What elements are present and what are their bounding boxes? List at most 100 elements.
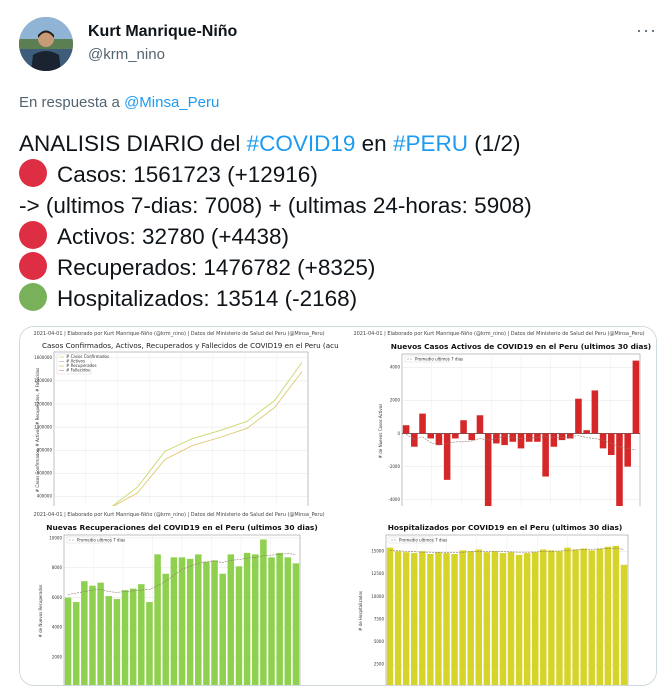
y-tick-label: 800000 [37, 448, 53, 453]
y-tick-label: 2000 [52, 654, 63, 659]
reply-to-link[interactable]: @Minsa_Peru [124, 94, 220, 111]
chart-acumulado-svg: 2021-04-01 | Elaborado por Kurt Manrique… [33, 331, 338, 506]
bar [493, 433, 500, 444]
green-circle-icon [19, 283, 47, 311]
bar [558, 433, 566, 441]
chart-recuperaciones[interactable]: 2021-04-01 | Elaborado por Kurt Manrique… [20, 508, 338, 685]
recuperados-line: Recuperados: 1476782 (+8325) [19, 252, 659, 283]
chart-recuperaciones-svg: 2021-04-01 | Elaborado por Kurt Manrique… [33, 512, 325, 685]
y-tick-label: 15000 [371, 549, 384, 554]
bar [468, 433, 476, 441]
bar [583, 430, 590, 434]
bar [607, 433, 615, 456]
bar [483, 552, 491, 685]
chart-hospitalizados-svg: Hospitalizados por COVID19 en el Peru (u… [358, 523, 629, 685]
bar [580, 548, 587, 685]
y-axis-label: # de Nuevos Casos Activos [378, 404, 383, 459]
chart-activos[interactable]: 2021-04-01 | Elaborado por Kurt Manrique… [340, 327, 656, 506]
bar [268, 557, 275, 685]
chart-title: Nuevos Casos Activos de COVID19 en el Pe… [391, 342, 651, 351]
bar [591, 390, 599, 434]
bar [402, 425, 410, 434]
bar [386, 547, 394, 685]
media-grid: 2021-04-01 | Elaborado por Kurt Manrique… [19, 326, 657, 686]
bar [550, 433, 558, 447]
bar [170, 557, 178, 685]
title-connector: en [355, 131, 393, 156]
bar [276, 552, 283, 685]
y-tick-label: -4000 [388, 497, 400, 502]
casos-line: Casos: 1561723 (+12916) [19, 159, 659, 190]
bar [251, 554, 259, 685]
y-tick-label: 1000000 [34, 424, 52, 429]
y-tick-label: 400000 [37, 494, 53, 499]
bar [89, 585, 96, 685]
red-circle-icon [19, 159, 47, 187]
bar [235, 566, 243, 685]
tweet-text: ANALISIS DIARIO del #COVID19 en #PERU (1… [19, 128, 659, 314]
chart-source-note: 2021-04-01 | Elaborado por Kurt Manrique… [353, 331, 644, 337]
hospitalizados-line: Hospitalizados: 13514 (-2168) [19, 283, 659, 314]
y-tick-label: 10000 [49, 535, 62, 540]
bar [604, 546, 612, 685]
title-part: (1/2) [467, 131, 521, 156]
author-name[interactable]: Kurt Manrique-Niño [88, 23, 238, 40]
bar [523, 553, 531, 685]
chart-source-note: 2021-04-01 | Elaborado por Kurt Manrique… [33, 331, 324, 337]
bar [575, 398, 582, 434]
bar [292, 563, 300, 685]
bar [129, 588, 137, 685]
more-options-button[interactable]: ··· [636, 20, 657, 40]
bar [475, 549, 482, 685]
legend-box [404, 355, 450, 363]
legend-entry: Promedio ultimos 7 dias [415, 357, 463, 362]
bar [260, 539, 267, 685]
hashtag-covid19[interactable]: #COVID19 [246, 131, 356, 156]
bar [566, 433, 574, 439]
legend-entry: Promedio ultimos 7 dias [399, 538, 447, 543]
legend-box [56, 353, 92, 375]
y-tick-label: 7500 [374, 616, 385, 621]
bar [620, 564, 628, 685]
y-tick-label: 1400000 [34, 378, 52, 383]
y-tick-label: 600000 [37, 471, 53, 476]
bar [211, 560, 218, 685]
bar [105, 596, 113, 685]
detalle-text: -> (ultimos 7-dias: 7008) + (ultimas 24-… [19, 193, 532, 218]
bar [451, 554, 458, 685]
series-line [112, 371, 303, 506]
bar [435, 552, 442, 685]
series-line [111, 362, 303, 506]
bar [507, 552, 515, 685]
chart-acumulado[interactable]: 2021-04-01 | Elaborado por Kurt Manrique… [20, 327, 338, 506]
reply-context: En respuesta a @Minsa_Peru [19, 94, 219, 111]
author-handle[interactable]: @krm_nino [88, 46, 165, 63]
bar [138, 584, 145, 685]
casos-text: Casos: 1561723 (+12916) [57, 162, 318, 187]
y-tick-label: 10000 [371, 594, 384, 599]
legend-entry: # Casos Confirmados [66, 354, 109, 359]
bar [499, 553, 507, 685]
bar [186, 558, 194, 685]
y-tick-label: 4000 [52, 625, 63, 630]
hashtag-peru[interactable]: #PERU [392, 131, 468, 156]
bar [411, 433, 418, 447]
red-circle-icon [19, 252, 47, 280]
y-axis-label: # Casos Confirmados, # Activos, # Recupe… [35, 368, 40, 492]
chart-hospitalizados[interactable]: Hospitalizados por COVID19 en el Peru (u… [340, 508, 656, 685]
chart-activos-svg: 2021-04-01 | Elaborado por Kurt Manrique… [353, 331, 651, 506]
bar [459, 550, 466, 685]
y-tick-label: 12500 [371, 571, 384, 576]
bar [72, 602, 80, 685]
bar [178, 557, 186, 685]
y-tick-label: 2500 [374, 662, 385, 667]
bar [81, 581, 88, 685]
legend-entry: Promedio ultimos 7 dias [77, 538, 125, 543]
chart-title: Hospitalizados por COVID19 en el Peru (u… [388, 523, 623, 532]
y-tick-label: 6000 [52, 595, 63, 600]
avatar[interactable] [19, 17, 73, 71]
bar [542, 433, 549, 477]
bar [443, 553, 450, 685]
bar [203, 561, 210, 685]
bar [532, 552, 539, 685]
